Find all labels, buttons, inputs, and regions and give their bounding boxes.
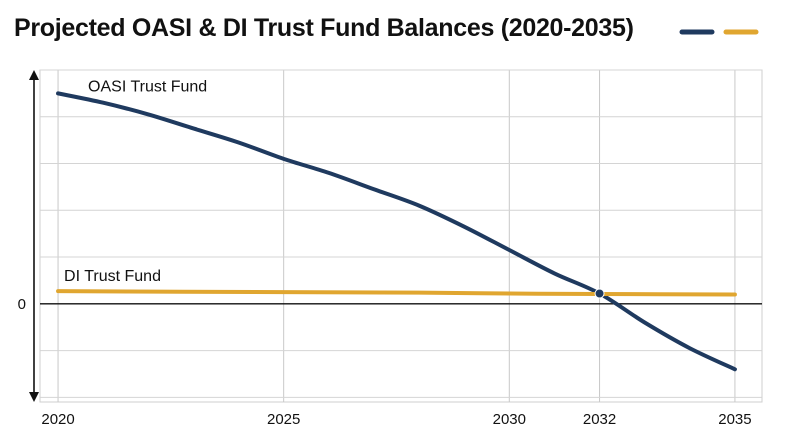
crossing-point-marker: [594, 288, 605, 299]
y-axis-down-arrow: [29, 392, 39, 402]
y-axis-up-arrow: [29, 70, 39, 80]
axes: [29, 70, 762, 402]
x-tick-label: 2030: [493, 411, 526, 428]
x-tick-label: 2025: [267, 411, 300, 428]
y-tick-label: 0: [18, 296, 26, 313]
series-lines: [56, 91, 737, 372]
x-tick-label: 2032: [583, 411, 616, 428]
series-label-oasi: OASI Trust Fund: [88, 78, 207, 95]
x-tick-label: 2020: [41, 411, 74, 428]
series-line-di: [56, 289, 737, 297]
x-tick-label: 2035: [718, 411, 751, 428]
series-line-oasi: [56, 91, 737, 372]
plot-frame: [39, 69, 763, 403]
series-label-di: DI Trust Fund: [64, 268, 161, 285]
grid: [39, 69, 763, 403]
chart-title: Projected OASI & DI Trust Fund Balances …: [14, 14, 634, 42]
labels: 2020 2025 2030 2032 2035 0 OASI Trust Fund DI T…: [18, 78, 752, 428]
